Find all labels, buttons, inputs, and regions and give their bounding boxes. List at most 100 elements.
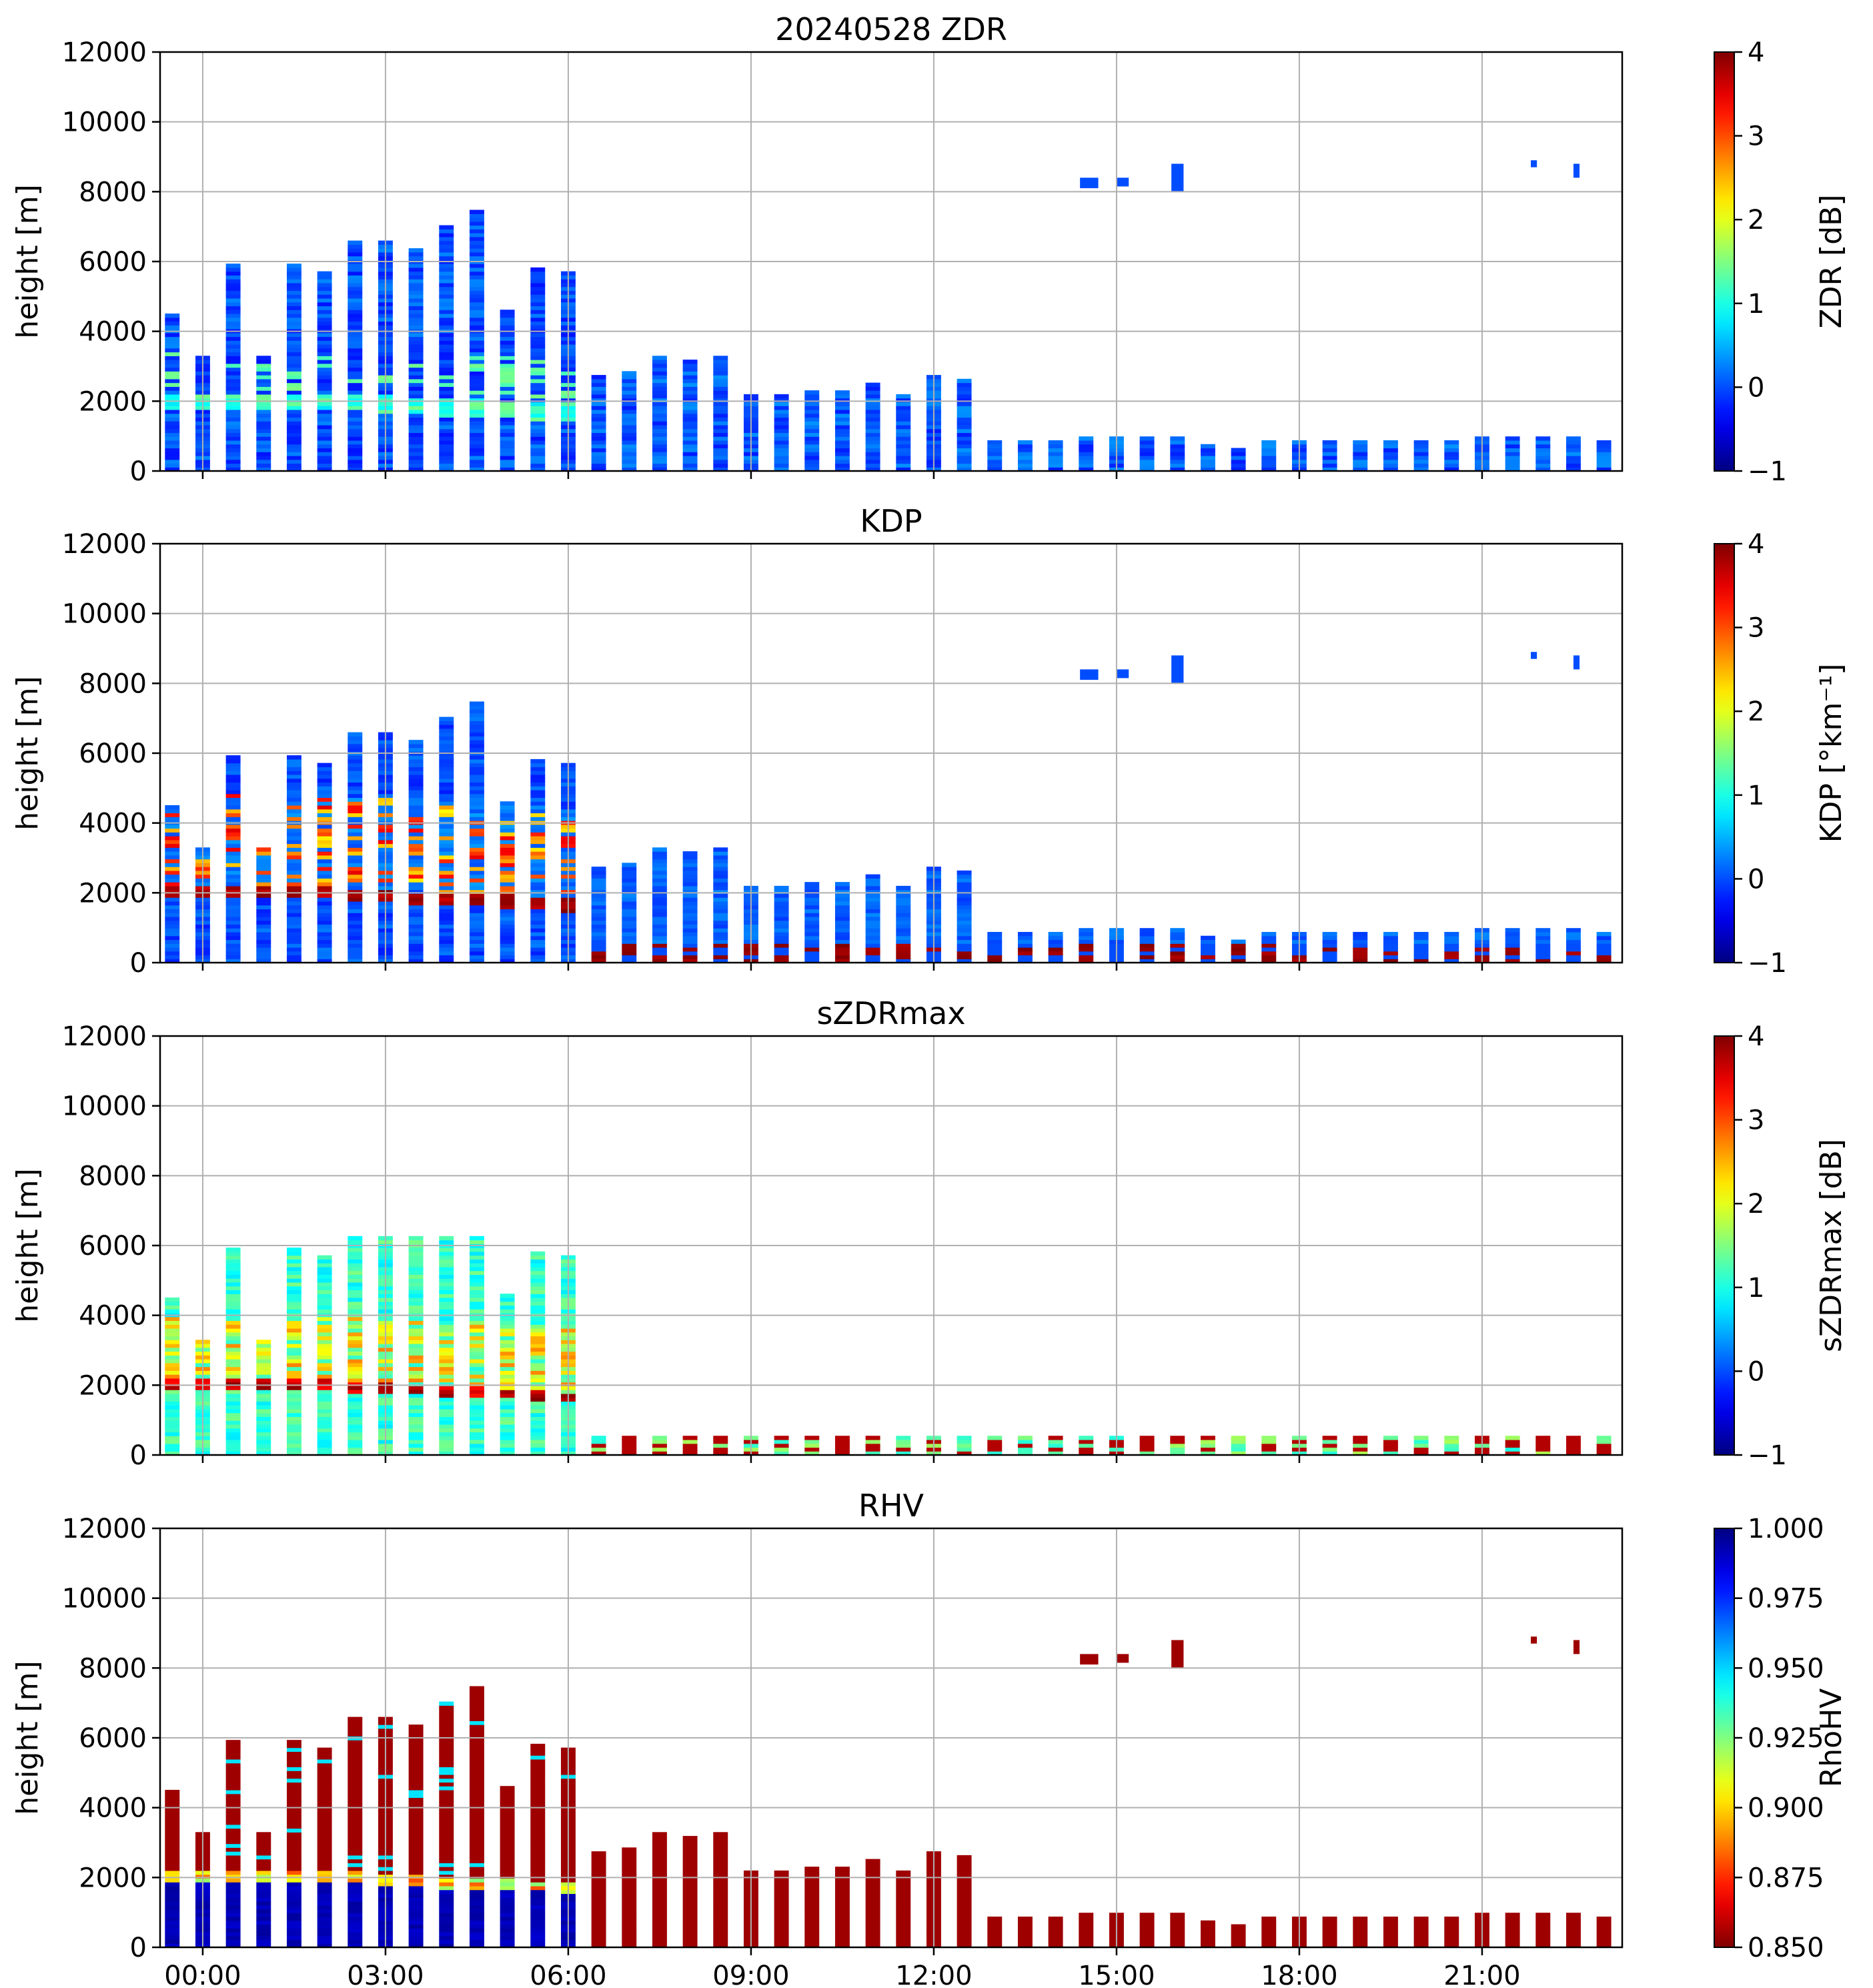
radar-cell bbox=[165, 1359, 180, 1364]
radar-cell bbox=[530, 1393, 546, 1398]
radar-cell bbox=[1322, 448, 1337, 452]
radar-cell bbox=[713, 1439, 728, 1444]
radar-cell bbox=[834, 920, 850, 925]
radar-cell bbox=[682, 413, 698, 418]
radar-cell bbox=[225, 931, 241, 937]
scan-column bbox=[957, 870, 972, 963]
radar-cell bbox=[530, 1286, 546, 1291]
colorbar-tick-label: 3 bbox=[1748, 1105, 1764, 1136]
radar-cell bbox=[682, 1863, 698, 1867]
radar-cell bbox=[530, 432, 546, 437]
radar-cell bbox=[408, 1359, 424, 1364]
radar-cell bbox=[439, 1797, 454, 1802]
radar-cell bbox=[622, 1867, 637, 1871]
radar-cell bbox=[439, 836, 454, 841]
radar-cell bbox=[957, 889, 972, 894]
radar-cell bbox=[500, 1882, 515, 1887]
radar-cell bbox=[348, 1720, 363, 1725]
radar-cell bbox=[165, 859, 180, 863]
radar-cell bbox=[865, 1439, 880, 1444]
radar-cell bbox=[500, 344, 515, 349]
scan-column bbox=[1353, 1916, 1368, 1947]
y-tick-label: 8000 bbox=[79, 1653, 147, 1684]
radar-cell bbox=[439, 1439, 454, 1444]
radar-cell bbox=[439, 893, 454, 898]
radar-cell bbox=[348, 943, 363, 948]
radar-cell bbox=[834, 951, 850, 956]
radar-cell bbox=[256, 363, 271, 368]
radar-cell bbox=[957, 1924, 972, 1929]
radar-cell bbox=[774, 1920, 789, 1925]
radar-cell bbox=[317, 1432, 332, 1436]
radar-cell bbox=[165, 317, 180, 322]
radar-cell bbox=[500, 913, 515, 917]
radar-cell bbox=[286, 1897, 301, 1902]
radar-cell bbox=[286, 424, 301, 430]
radar-cell bbox=[1079, 1928, 1094, 1933]
radar-cell bbox=[652, 363, 667, 368]
radar-cell bbox=[1261, 939, 1277, 944]
radar-cell bbox=[1048, 452, 1063, 456]
radar-cell bbox=[165, 1432, 180, 1436]
radar-cell bbox=[957, 1901, 972, 1906]
radar-cell bbox=[256, 924, 271, 929]
radar-cell bbox=[1566, 459, 1581, 464]
radar-cell bbox=[1444, 463, 1459, 468]
radar-cell bbox=[225, 1878, 241, 1883]
radar-cell bbox=[987, 444, 1003, 449]
radar-cell bbox=[500, 1370, 515, 1375]
radar-cell bbox=[591, 1913, 606, 1917]
radar-cell bbox=[1170, 928, 1185, 933]
radar-cell bbox=[1017, 1920, 1033, 1925]
radar-cell bbox=[408, 336, 424, 341]
radar-cell bbox=[317, 386, 332, 391]
radar-cell bbox=[1048, 1939, 1063, 1944]
radar-cell bbox=[987, 1451, 1003, 1455]
radar-cell bbox=[165, 371, 180, 376]
radar-cell bbox=[1535, 1451, 1551, 1455]
radar-cell bbox=[256, 406, 271, 410]
radar-cell bbox=[469, 1778, 484, 1783]
radar-cell bbox=[530, 1408, 546, 1414]
radar-cell bbox=[286, 1751, 301, 1756]
radar-cell bbox=[286, 317, 301, 322]
radar-cell bbox=[165, 1867, 180, 1871]
radar-cell bbox=[1261, 943, 1277, 948]
radar-cell bbox=[286, 801, 301, 806]
radar-cell bbox=[622, 467, 637, 471]
radar-cell bbox=[165, 444, 180, 449]
radar-cell bbox=[408, 1897, 424, 1902]
radar-cell bbox=[804, 905, 820, 910]
radar-cell bbox=[408, 286, 424, 292]
radar-cell bbox=[500, 363, 515, 368]
radar-cell bbox=[957, 1905, 972, 1910]
radar-cell bbox=[500, 1874, 515, 1879]
radar-cell bbox=[652, 1874, 667, 1879]
radar-cell bbox=[652, 943, 667, 948]
radar-cell bbox=[408, 1390, 424, 1394]
radar-cell bbox=[500, 1924, 515, 1929]
radar-cell bbox=[1170, 1924, 1185, 1929]
radar-cell bbox=[1079, 1935, 1094, 1941]
radar-cell bbox=[408, 843, 424, 848]
radar-cell bbox=[408, 901, 424, 906]
radar-cell bbox=[439, 1286, 454, 1291]
radar-cell bbox=[1566, 1924, 1581, 1929]
scan-column bbox=[1535, 1436, 1551, 1455]
radar-cell bbox=[1048, 1451, 1063, 1455]
radar-cell bbox=[225, 939, 241, 944]
radar-cell bbox=[348, 909, 363, 913]
radar-cell bbox=[317, 459, 332, 464]
radar-cell bbox=[348, 1301, 363, 1306]
radar-cell bbox=[1322, 1436, 1337, 1440]
radar-cell bbox=[439, 332, 454, 338]
radar-cell bbox=[439, 448, 454, 452]
upper-echo bbox=[1531, 652, 1537, 659]
radar-cell bbox=[1566, 1451, 1581, 1455]
radar-cell bbox=[591, 413, 606, 418]
radar-cell bbox=[286, 467, 301, 471]
radar-cell bbox=[317, 1778, 332, 1783]
radar-cell bbox=[469, 455, 484, 460]
radar-cell bbox=[1444, 947, 1459, 952]
radar-cell bbox=[500, 325, 515, 330]
